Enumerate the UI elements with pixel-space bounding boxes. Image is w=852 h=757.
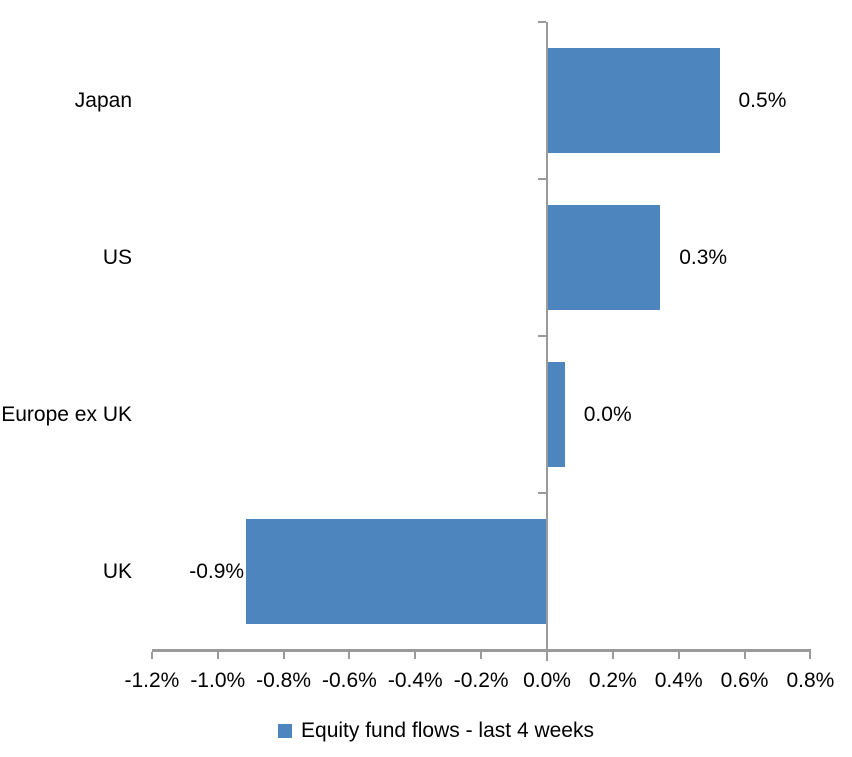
x-tick-label: 0.4% xyxy=(654,669,703,692)
value-label-us: 0.3% xyxy=(679,245,728,269)
x-tick-label: -0.2% xyxy=(453,669,509,692)
x-axis-tick-mark xyxy=(677,651,680,659)
legend: Equity fund flows - last 4 weeks xyxy=(0,716,852,746)
category-label-japan: Japan xyxy=(74,88,132,112)
x-tick-label: -1.0% xyxy=(190,669,246,692)
value-label-uk: -0.9% xyxy=(189,559,245,583)
x-axis-tick-mark xyxy=(414,651,417,659)
x-tick-label: 0.2% xyxy=(588,669,637,692)
bar-japan xyxy=(548,48,720,154)
y-axis-tick-mark xyxy=(537,492,546,495)
bar-us xyxy=(548,205,661,311)
x-tick-label: 0.0% xyxy=(523,669,571,692)
y-axis-tick-mark xyxy=(537,335,546,338)
legend-label: Equity fund flows - last 4 weeks xyxy=(301,719,594,742)
x-axis-tick-mark xyxy=(480,651,483,659)
x-axis-tick-mark xyxy=(611,651,614,659)
x-tick-label: -0.6% xyxy=(322,669,377,692)
x-tick-label: -1.2% xyxy=(124,669,180,692)
category-label-uk: UK xyxy=(102,559,132,583)
value-label-europe-ex-uk: 0.0% xyxy=(583,402,632,426)
y-axis-tick-mark xyxy=(537,178,546,181)
x-axis-tick-mark xyxy=(282,651,285,659)
category-label-us: US xyxy=(102,245,132,269)
x-axis-tick-mark xyxy=(348,651,351,659)
x-tick-label: 0.8% xyxy=(786,669,835,692)
x-tick-label: -0.8% xyxy=(256,669,312,692)
x-tick-label: -0.4% xyxy=(387,669,443,692)
category-label-europe-ex-uk: Europe ex UK xyxy=(1,402,132,426)
x-axis-tick-mark xyxy=(546,651,548,659)
bar-uk xyxy=(246,519,546,625)
x-axis-tick-mark xyxy=(809,651,812,659)
bar-europe-ex-uk xyxy=(548,362,565,468)
x-axis-tick-mark xyxy=(216,651,219,659)
x-axis-tick-mark xyxy=(743,651,746,659)
y-axis-line xyxy=(545,22,549,661)
x-tick-label: 0.6% xyxy=(720,669,769,692)
value-label-japan: 0.5% xyxy=(738,88,787,112)
x-axis-line xyxy=(152,649,811,652)
legend-swatch-icon xyxy=(278,724,293,738)
y-axis-tick-mark xyxy=(537,21,546,23)
x-axis-tick-mark xyxy=(150,651,153,659)
